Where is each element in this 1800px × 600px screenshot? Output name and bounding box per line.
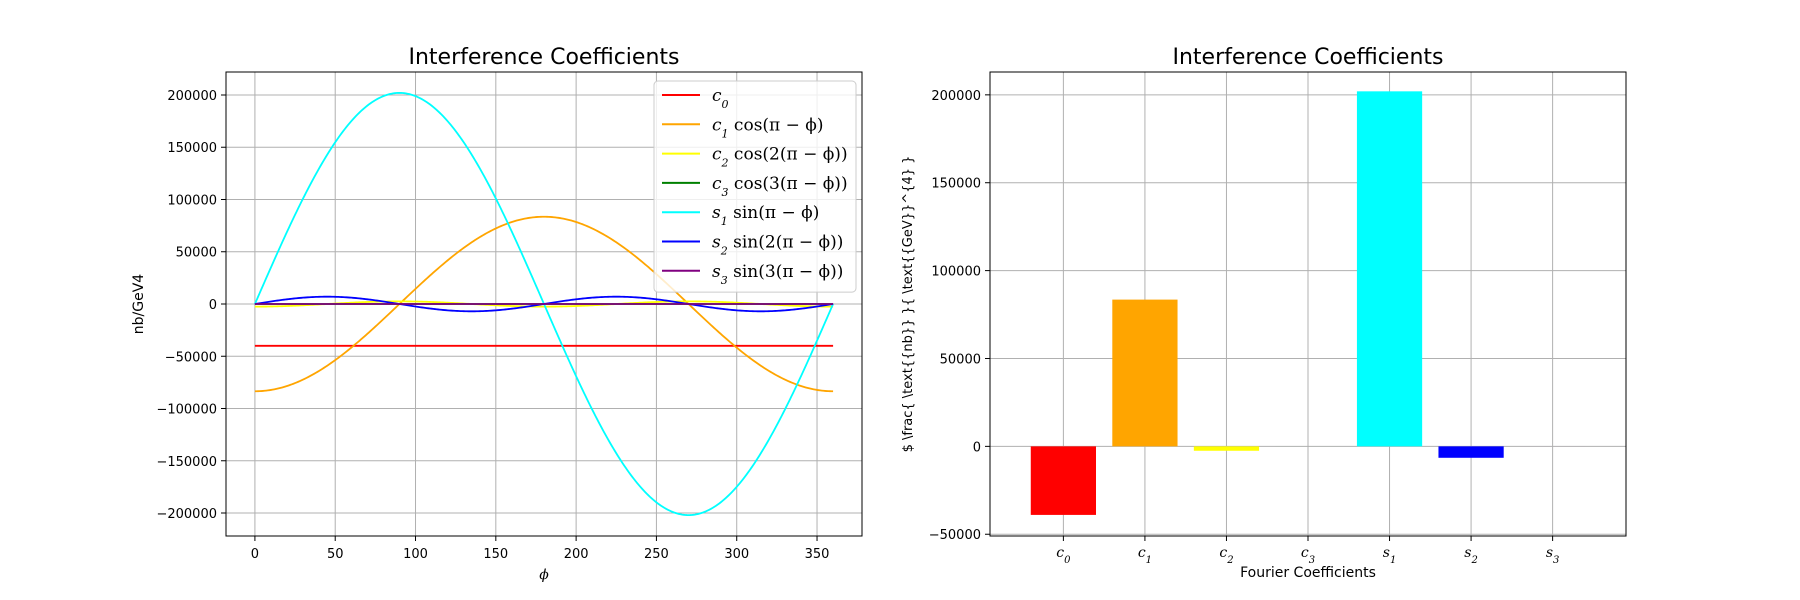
y-tick-label: 100000	[931, 265, 981, 280]
y-tick-label: −200000	[156, 507, 217, 522]
bar-chart: c0 c1 c2 c3 s1 s2 s3 −50000 0 50000 100000 150000 2…	[901, 45, 1627, 581]
x-tick-label: 200	[564, 547, 589, 562]
x-tick-label: s1	[1383, 545, 1397, 566]
x-tick-label: c1	[1138, 545, 1152, 566]
bar	[1438, 446, 1504, 458]
x-tick-label: 100	[403, 547, 428, 562]
series-line	[254, 300, 834, 308]
left-y-ticks: −200000 −150000 −100000 −50000 0 50000 100000 1…	[156, 89, 226, 522]
x-tick-label: s2	[1464, 545, 1478, 566]
y-tick-label: 200000	[931, 89, 981, 104]
right-x-ticks: c0 c1 c2 c3 s1 s2 s3	[1056, 536, 1559, 566]
x-tick-label: 150	[483, 547, 508, 562]
y-tick-label: 100000	[167, 193, 217, 208]
series-line	[254, 215, 834, 393]
right-chart-title: Interference Coefficients	[1173, 45, 1444, 70]
right-bars-group	[1030, 91, 1586, 515]
x-tick-label: c2	[1219, 545, 1233, 566]
left-x-axis-label: ϕ	[539, 567, 549, 583]
bar	[1030, 446, 1096, 515]
y-tick-label: 200000	[167, 89, 217, 104]
x-tick-label: 50	[327, 547, 344, 562]
left-y-axis-label: nb/GeV4	[131, 274, 147, 335]
x-tick-label: s3	[1546, 545, 1560, 566]
legend-box	[653, 80, 857, 293]
bar	[1112, 299, 1178, 447]
left-series-group	[254, 91, 834, 517]
y-tick-label: 0	[209, 298, 217, 313]
bar	[1356, 91, 1423, 447]
right-y-ticks: −50000 0 50000 100000 150000 200000	[929, 89, 990, 543]
x-tick-label: 0	[251, 547, 259, 562]
x-tick-label: 250	[644, 547, 669, 562]
y-tick-label: −100000	[156, 403, 217, 418]
x-tick-label: 350	[805, 547, 830, 562]
y-tick-label: 150000	[931, 177, 981, 192]
y-tick-label: 0	[973, 440, 981, 455]
y-tick-label: −50000	[165, 350, 217, 365]
y-tick-label: −50000	[929, 528, 981, 543]
bar	[1193, 446, 1260, 451]
x-tick-label: 300	[724, 547, 749, 562]
y-tick-label: −150000	[156, 455, 217, 470]
line-chart: 0 50 100 150 200 250 300 350 −200000 −150000 −100…	[131, 45, 863, 583]
left-x-ticks: 0 50 100 150 200 250 300 350	[251, 536, 830, 562]
y-tick-label: 150000	[167, 141, 217, 156]
left-chart-title: Interference Coefficients	[409, 45, 680, 70]
x-tick-label: c0	[1056, 545, 1071, 566]
y-tick-label: 50000	[176, 246, 217, 261]
right-x-axis-label: Fourier Coefficients	[1240, 565, 1376, 581]
right-y-axis-label: $ \frac{ \text{{nb}} }{ \text{{GeV}}^{4}…	[901, 156, 916, 453]
x-tick-label: c3	[1301, 545, 1315, 566]
y-tick-label: 50000	[940, 352, 981, 367]
